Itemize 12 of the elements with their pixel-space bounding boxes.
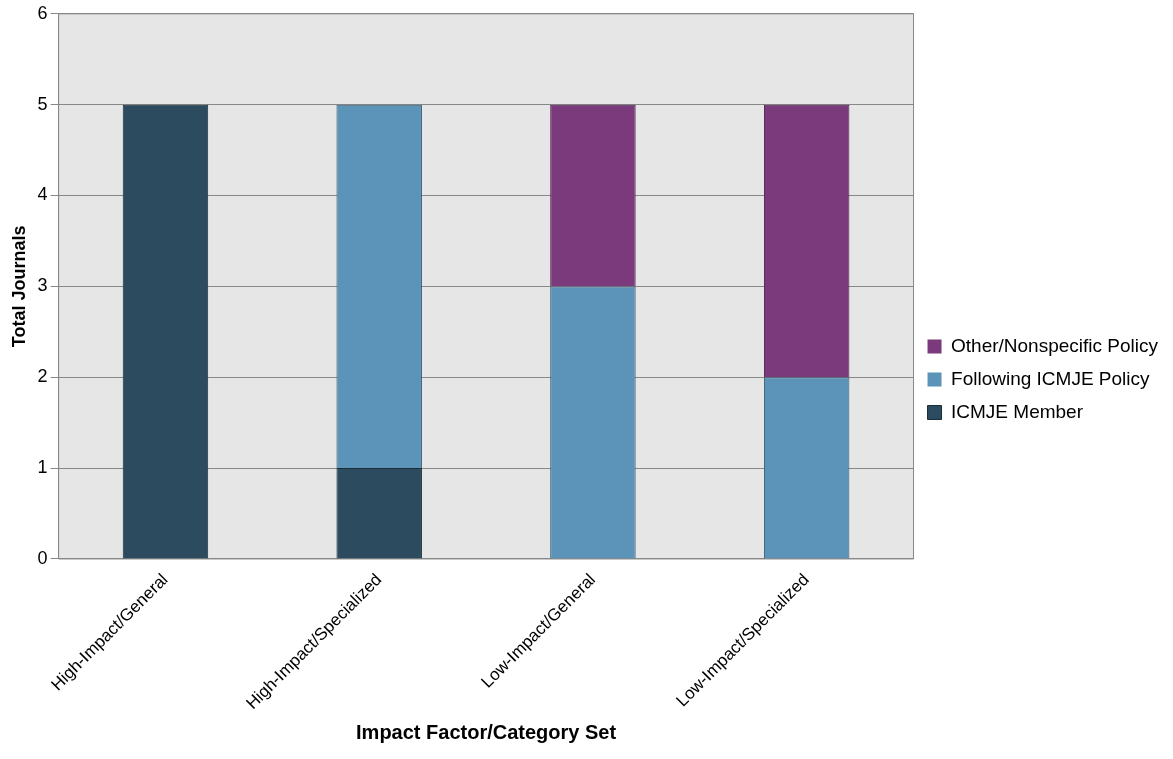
legend-label: Other/Nonspecific Policy: [951, 334, 1159, 356]
y-tick-label: 6: [37, 2, 48, 23]
legend-label: ICMJE Member: [951, 400, 1084, 422]
y-axis-title: Total Journals: [8, 225, 29, 348]
legend-label: Following ICMJE Policy: [951, 367, 1151, 389]
y-tick-label: 4: [37, 184, 48, 205]
y-tick-label: 3: [37, 275, 48, 296]
y-tick-label: 2: [37, 366, 48, 387]
y-tick-label: 1: [37, 457, 48, 478]
y-tick-label: 5: [37, 93, 48, 114]
x-axis-title: Impact Factor/Category Set: [356, 720, 617, 743]
y-tick-label: 0: [37, 547, 48, 568]
